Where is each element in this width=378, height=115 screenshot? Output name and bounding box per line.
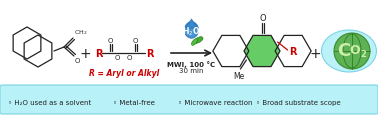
Text: MWI, 100 °C: MWI, 100 °C [167,60,215,67]
Text: O: O [260,14,266,23]
Text: 30 min: 30 min [179,67,204,73]
Text: ◦ Microwave reaction: ◦ Microwave reaction [178,99,253,105]
Text: R = Aryl or Alkyl: R = Aryl or Alkyl [89,69,159,78]
Text: O: O [114,55,120,60]
Text: R: R [146,49,153,59]
Text: ◦ Metal-free: ◦ Metal-free [113,99,155,105]
Text: +: + [79,47,91,60]
Ellipse shape [184,23,199,39]
Text: R: R [95,49,102,59]
Text: Me: Me [233,71,244,80]
Ellipse shape [194,37,203,44]
Text: C: C [338,42,351,59]
Ellipse shape [334,34,370,69]
Text: O: O [75,58,81,63]
Text: CH$_2$: CH$_2$ [74,28,87,37]
Text: O: O [126,55,132,60]
Text: O: O [350,44,360,57]
Polygon shape [186,20,197,29]
Text: O: O [133,38,138,44]
Text: ◦ H₂O used as a solvent: ◦ H₂O used as a solvent [8,99,91,105]
FancyBboxPatch shape [0,85,378,114]
Text: ◦ Broad substrate scope: ◦ Broad substrate scope [256,99,341,105]
Ellipse shape [192,39,197,46]
Text: +: + [309,47,321,60]
Text: H$_2$O: H$_2$O [182,26,201,38]
Ellipse shape [322,31,376,72]
Polygon shape [244,36,280,67]
Text: R: R [290,47,297,56]
Text: O: O [108,38,113,44]
Text: 2: 2 [360,50,366,59]
